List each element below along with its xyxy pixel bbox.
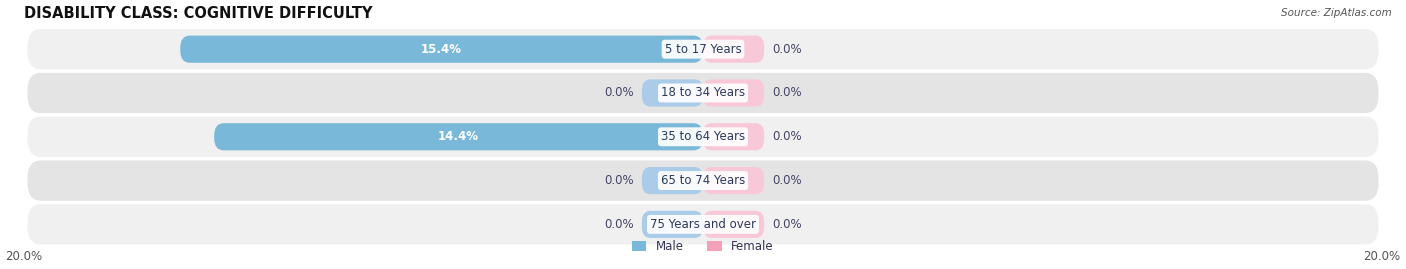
- Text: 0.0%: 0.0%: [603, 174, 634, 187]
- Text: 5 to 17 Years: 5 to 17 Years: [665, 43, 741, 56]
- FancyBboxPatch shape: [28, 160, 1378, 201]
- FancyBboxPatch shape: [214, 123, 703, 150]
- Text: 0.0%: 0.0%: [772, 174, 803, 187]
- FancyBboxPatch shape: [643, 167, 703, 194]
- FancyBboxPatch shape: [703, 167, 763, 194]
- FancyBboxPatch shape: [180, 36, 703, 63]
- Text: 18 to 34 Years: 18 to 34 Years: [661, 86, 745, 100]
- FancyBboxPatch shape: [643, 79, 703, 107]
- Text: 0.0%: 0.0%: [603, 218, 634, 231]
- FancyBboxPatch shape: [703, 79, 763, 107]
- Text: DISABILITY CLASS: COGNITIVE DIFFICULTY: DISABILITY CLASS: COGNITIVE DIFFICULTY: [24, 6, 373, 20]
- Text: 65 to 74 Years: 65 to 74 Years: [661, 174, 745, 187]
- Text: 0.0%: 0.0%: [772, 218, 803, 231]
- Text: 0.0%: 0.0%: [772, 86, 803, 100]
- FancyBboxPatch shape: [703, 123, 763, 150]
- FancyBboxPatch shape: [28, 73, 1378, 113]
- FancyBboxPatch shape: [703, 36, 763, 63]
- Text: 0.0%: 0.0%: [772, 43, 803, 56]
- Text: 15.4%: 15.4%: [422, 43, 463, 56]
- Text: 75 Years and over: 75 Years and over: [650, 218, 756, 231]
- Text: Source: ZipAtlas.com: Source: ZipAtlas.com: [1281, 8, 1392, 18]
- FancyBboxPatch shape: [703, 211, 763, 238]
- FancyBboxPatch shape: [28, 204, 1378, 245]
- Text: 0.0%: 0.0%: [603, 86, 634, 100]
- Text: 35 to 64 Years: 35 to 64 Years: [661, 130, 745, 143]
- Text: 14.4%: 14.4%: [439, 130, 479, 143]
- Legend: Male, Female: Male, Female: [627, 235, 779, 258]
- FancyBboxPatch shape: [28, 29, 1378, 69]
- FancyBboxPatch shape: [643, 211, 703, 238]
- Text: 0.0%: 0.0%: [772, 130, 803, 143]
- FancyBboxPatch shape: [28, 117, 1378, 157]
